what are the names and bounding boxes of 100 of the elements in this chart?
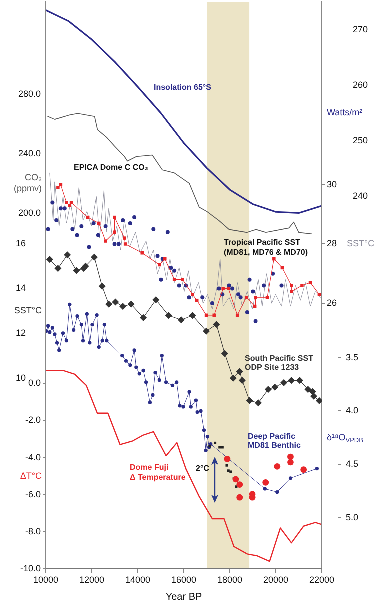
y-tick-label: 10 <box>16 372 26 383</box>
point <box>152 296 160 304</box>
point <box>272 257 276 261</box>
point <box>134 366 138 370</box>
point <box>248 278 252 282</box>
annotation: Deep Pacific <box>248 432 296 442</box>
point <box>212 314 216 318</box>
point <box>160 354 164 358</box>
point <box>178 404 182 408</box>
point <box>123 236 126 240</box>
point <box>80 323 84 327</box>
point <box>310 392 318 400</box>
point <box>165 312 172 320</box>
y-tick-label: -8.0 <box>25 526 41 536</box>
point <box>76 314 80 318</box>
annotation: MD81 Benthic <box>248 441 302 450</box>
point <box>90 323 94 327</box>
point <box>202 428 206 432</box>
point <box>116 242 121 246</box>
y-tick-label: 0.0 <box>28 378 41 388</box>
point <box>140 252 144 255</box>
y-tick-label: -4.0 <box>25 452 41 462</box>
point <box>230 286 235 291</box>
point <box>315 466 319 471</box>
point <box>73 267 80 274</box>
point <box>53 332 57 336</box>
annotation: EPICA Dome C CO₂ <box>74 163 149 172</box>
point <box>46 324 50 328</box>
point <box>159 278 164 282</box>
point <box>188 390 192 394</box>
point <box>204 448 208 452</box>
y-tick-label: -2.0 <box>25 415 41 426</box>
point <box>224 456 231 462</box>
point <box>272 384 279 391</box>
point <box>58 348 62 352</box>
point <box>54 218 59 223</box>
point <box>221 350 228 358</box>
point <box>105 339 109 343</box>
x-tick-label: 16000 <box>171 574 197 585</box>
point <box>210 302 215 306</box>
y-axis-title: ΔT°C <box>20 470 42 481</box>
annotation: 2°C <box>196 464 210 474</box>
point <box>254 319 258 324</box>
point <box>255 400 262 407</box>
point <box>200 296 205 300</box>
point <box>203 328 210 335</box>
point <box>140 314 148 322</box>
point <box>106 300 113 308</box>
y3-tick-label: 4.0 <box>346 406 359 416</box>
point <box>95 313 99 318</box>
point <box>262 284 266 288</box>
point <box>132 348 136 352</box>
x-tick-label: 10000 <box>33 574 59 585</box>
point <box>280 379 288 386</box>
point <box>164 257 167 261</box>
point <box>318 293 322 296</box>
point <box>178 316 185 324</box>
x-tick-label: 14000 <box>125 574 151 585</box>
x-axis-title: Year BP <box>166 592 202 603</box>
point <box>189 312 196 320</box>
annotation: ODP Site 1233 <box>245 363 300 372</box>
point <box>70 227 75 232</box>
point <box>87 245 92 250</box>
point <box>156 254 160 258</box>
point <box>132 216 137 220</box>
point <box>304 386 312 394</box>
point <box>88 341 92 345</box>
point <box>213 321 220 328</box>
point <box>199 409 203 414</box>
point <box>177 284 182 288</box>
point <box>187 296 192 300</box>
point <box>254 296 258 300</box>
point <box>113 216 116 220</box>
point <box>98 283 106 290</box>
point <box>120 303 127 310</box>
point <box>251 290 256 294</box>
point <box>92 221 96 226</box>
point <box>91 254 98 261</box>
x-tick-label: 12000 <box>79 574 105 585</box>
annotation: Dome Fuji <box>130 463 169 472</box>
x-tick-label: 22000 <box>309 574 335 585</box>
point <box>246 397 254 404</box>
point <box>170 384 175 388</box>
point <box>154 371 158 375</box>
point <box>68 204 72 208</box>
point <box>128 364 132 368</box>
point <box>142 368 146 373</box>
annotation: Insolation 65°S <box>154 83 212 92</box>
y-tick-label: 16 <box>16 238 26 248</box>
point <box>54 265 62 272</box>
point <box>288 377 296 384</box>
point <box>80 224 84 228</box>
point <box>236 482 244 488</box>
point <box>70 201 74 204</box>
y2-tick-label: 28 <box>327 238 338 249</box>
y-tick-label: 200.0 <box>18 208 41 218</box>
point <box>98 222 101 226</box>
point <box>221 446 224 449</box>
point <box>214 442 217 444</box>
point <box>124 359 128 363</box>
